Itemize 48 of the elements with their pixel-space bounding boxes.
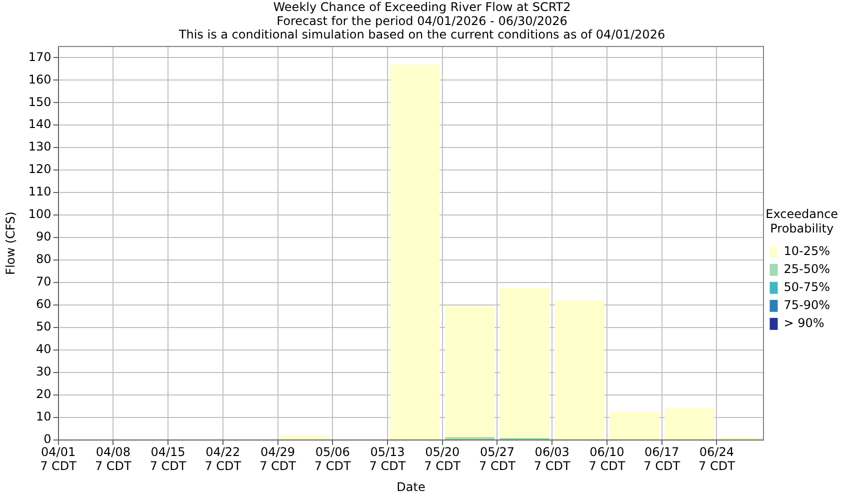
- y-tick-label: 160: [28, 72, 52, 86]
- bar: [445, 306, 494, 438]
- bar: [610, 411, 660, 440]
- x-tick-label: 06/17 7 CDT: [644, 445, 681, 473]
- chart-title: Weekly Chance of Exceeding River Flow at SCRT2: [273, 0, 571, 14]
- y-tick-label: 40: [36, 342, 52, 356]
- x-tick-label: 06/03 7 CDT: [534, 445, 571, 473]
- bar: [554, 300, 604, 440]
- y-tick-label: 110: [28, 184, 52, 199]
- legend-label: 50-75%: [784, 280, 830, 294]
- x-tick-label: 04/29 7 CDT: [260, 445, 297, 473]
- y-axis-title: Flow (CFS): [3, 212, 18, 275]
- y-tick-label: 30: [36, 364, 52, 379]
- x-tick-label: 06/10 7 CDT: [588, 445, 626, 473]
- y-tick-label: 50: [36, 320, 52, 334]
- x-tick-label: 04/22 7 CDT: [204, 445, 242, 473]
- x-tick-label: 04/08 7 CDT: [94, 445, 132, 473]
- y-tick-label: 0: [44, 432, 52, 446]
- x-tick-label: 04/01 7 CDT: [40, 445, 78, 473]
- y-tick-label: 130: [28, 140, 52, 154]
- y-tick-label: 90: [36, 230, 52, 244]
- legend-label: 10-25%: [784, 244, 830, 258]
- y-tick-label: 140: [28, 117, 52, 132]
- bar: [280, 435, 330, 440]
- y-tick-label: 20: [36, 387, 52, 402]
- x-tick-label: 04/15 7 CDT: [150, 445, 187, 473]
- y-tick-label: 70: [36, 274, 52, 289]
- legend-title: Exceedance Probability: [766, 207, 838, 236]
- y-tick-label: 100: [28, 207, 52, 222]
- y-tick-label: 10: [36, 410, 52, 424]
- x-tick-label: 05/27 7 CDT: [479, 445, 516, 473]
- legend-label: 25-50%: [784, 262, 830, 276]
- y-tick-label: 170: [28, 50, 52, 64]
- legend-label: 75-90%: [784, 298, 830, 312]
- x-tick-label: 06/24 7 CDT: [698, 445, 736, 473]
- x-tick-label: 05/13 7 CDT: [369, 445, 406, 473]
- y-tick-label: 150: [28, 94, 52, 109]
- x-axis-title: Date: [396, 480, 426, 494]
- bar: [390, 64, 440, 440]
- y-tick-label: 80: [36, 252, 52, 266]
- bar: [500, 288, 550, 438]
- legend-label: > 90%: [784, 316, 824, 330]
- chart-subtitle: Forecast for the period 04/01/2026 - 06/30/2026 This is a conditional simulation based on the current conditions as of 04/01/2026: [178, 14, 666, 42]
- x-tick-label: 05/20 7 CDT: [424, 445, 462, 473]
- y-tick-label: 120: [28, 162, 52, 176]
- y-tick-label: 60: [36, 297, 52, 312]
- x-tick-label: 05/06 7 CDT: [314, 445, 352, 473]
- bar: [664, 408, 714, 440]
